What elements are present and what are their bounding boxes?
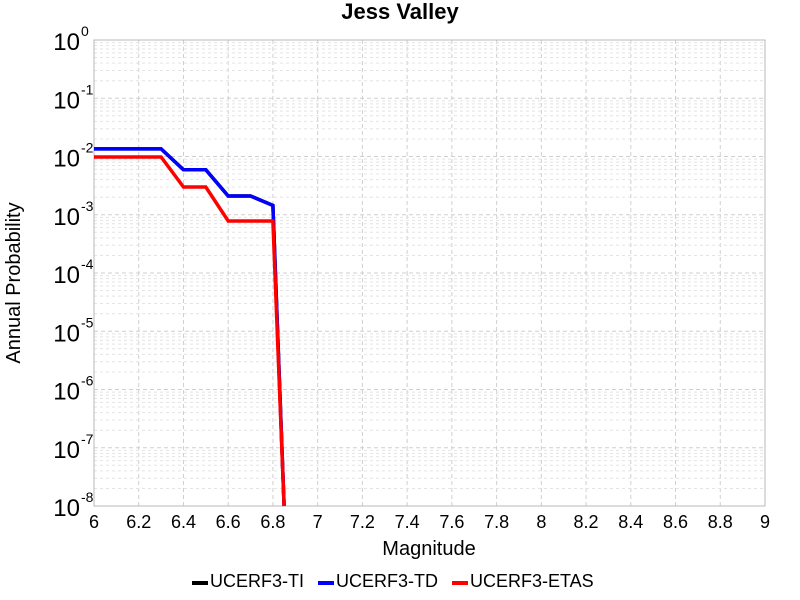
y-tick-label: 10 — [53, 437, 80, 464]
series-lines — [94, 147, 286, 507]
x-axis-label: Magnitude — [382, 538, 475, 560]
x-tick-label: 6.8 — [260, 512, 285, 532]
x-tick-label: 7.2 — [350, 512, 375, 532]
series-line — [94, 147, 286, 507]
x-tick-label: 7.8 — [484, 512, 509, 532]
y-tick-exponent: -5 — [81, 314, 94, 330]
legend-label: UCERF3-ETAS — [470, 571, 594, 591]
x-tick-label: 8.2 — [574, 512, 599, 532]
y-tick-exponent: -7 — [81, 431, 94, 447]
plot-area — [93, 39, 766, 507]
legend-label: UCERF3-TD — [336, 571, 438, 591]
y-tick-label: 10 — [53, 262, 80, 289]
x-tick-label: 6 — [89, 512, 99, 532]
y-tick-label: 10 — [53, 204, 80, 231]
x-tick-label: 8 — [536, 512, 546, 532]
x-tick-label: 6.6 — [216, 512, 241, 532]
x-tick-label: 7.4 — [395, 512, 420, 532]
y-tick-label: 10 — [53, 146, 80, 173]
y-tick-exponent: -2 — [81, 140, 94, 156]
legend-label: UCERF3-TI — [210, 571, 304, 591]
y-tick-exponent: -3 — [81, 198, 94, 214]
y-tick-label: 10 — [53, 495, 80, 522]
y-tick-exponent: -8 — [81, 489, 94, 505]
y-tick-label: 10 — [53, 320, 80, 347]
y-axis-label: Annual Probability — [3, 202, 25, 363]
series-line — [94, 147, 286, 507]
x-tick-label: 8.8 — [708, 512, 733, 532]
y-tick-label: 10 — [53, 87, 80, 114]
x-tick-label: 8.4 — [618, 512, 643, 532]
x-tick-label: 9 — [760, 512, 770, 532]
y-tick-exponent: -4 — [81, 256, 94, 272]
y-tick-label: 10 — [53, 29, 80, 56]
y-tick-exponent: 0 — [81, 23, 89, 39]
y-tick-label: 10 — [53, 379, 80, 406]
x-tick-labels: 6 6.2 6.4 6.6 6.8 7 7.2 7.4 7.6 7.8 8 8.2 8.4 8.6 8.8 9 — [89, 512, 770, 532]
series-line — [94, 155, 286, 507]
x-tick-label: 7 — [313, 512, 323, 532]
y-tick-exponent: -6 — [81, 373, 94, 389]
chart-title: Jess Valley — [341, 0, 459, 24]
x-tick-label: 7.6 — [439, 512, 464, 532]
x-tick-label: 6.4 — [171, 512, 196, 532]
legend: UCERF3-TI UCERF3-TD UCERF3-ETAS — [192, 571, 594, 591]
grid — [93, 40, 766, 507]
x-tick-label: 8.6 — [663, 512, 688, 532]
x-tick-label: 6.2 — [126, 512, 151, 532]
y-tick-exponent: -1 — [81, 81, 94, 97]
